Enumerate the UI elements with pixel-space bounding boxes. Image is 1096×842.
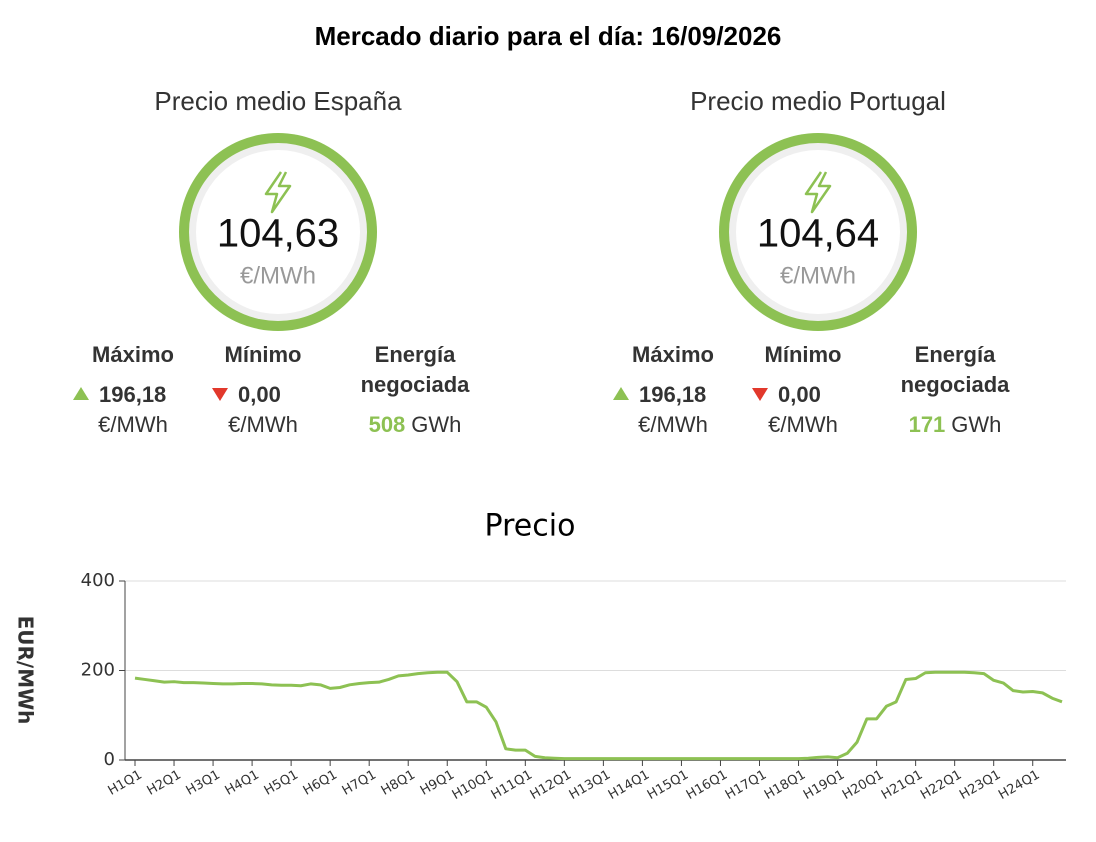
down-arrow [212, 388, 228, 401]
min-value: 0,00 [778, 382, 821, 407]
x-tick-label: H2Q1 [145, 768, 184, 799]
x-tick-label: H12Q1 [528, 768, 574, 803]
gauge-face [736, 150, 900, 314]
panel-title: Precio medio España [154, 86, 402, 116]
x-tick-label: H18Q1 [762, 768, 808, 803]
x-tick-label: H17Q1 [723, 768, 769, 803]
max-value: 196,18 [639, 382, 706, 407]
energy-unit: GWh [411, 412, 461, 437]
x-tick-label: H7Q1 [340, 768, 379, 799]
x-tick-label: H8Q1 [379, 768, 418, 799]
down-arrow [752, 388, 768, 401]
x-tick-label: H4Q1 [223, 768, 262, 799]
energy: 508 GWh [369, 412, 462, 437]
page-title: Mercado diario para el día: 16/09/2026 [315, 21, 782, 51]
x-tick-label: H3Q1 [184, 768, 223, 799]
energy-value: 508 [369, 412, 406, 437]
x-tick-label: H16Q1 [684, 768, 730, 803]
x-tick-label: H23Q1 [957, 768, 1003, 803]
y-tick-label: 400 [81, 570, 115, 591]
min-label: Mínimo [765, 342, 842, 367]
energy-unit: GWh [951, 412, 1001, 437]
max-unit: €/MWh [98, 412, 168, 437]
max-label: Máximo [92, 342, 174, 367]
x-tick-label: H15Q1 [645, 768, 691, 803]
energy-label: negociada [901, 372, 1011, 397]
x-tick-label: H21Q1 [879, 768, 925, 803]
up-arrow [613, 387, 629, 400]
x-tick-label: H22Q1 [918, 768, 964, 803]
energy-label: Energía [915, 342, 996, 367]
panel-title: Precio medio Portugal [690, 86, 946, 116]
price-line [134, 670, 1063, 761]
x-tick-label: H24Q1 [996, 768, 1042, 803]
min-unit: €/MWh [768, 412, 838, 437]
energy: 171 GWh [909, 412, 1002, 437]
y-tick-label: 200 [81, 660, 115, 681]
bolt-icon [264, 171, 292, 214]
chart-title: Precio [485, 509, 576, 544]
x-tick-label: H1Q1 [106, 768, 145, 799]
min-value: 0,00 [238, 382, 281, 407]
max-value: 196,18 [99, 382, 166, 407]
y-axis-label: EUR/MWh [14, 616, 38, 725]
min-unit: €/MWh [228, 412, 298, 437]
min-label: Mínimo [225, 342, 302, 367]
max-label: Máximo [632, 342, 714, 367]
x-tick-label: H14Q1 [606, 768, 652, 803]
x-tick-label: H20Q1 [840, 768, 886, 803]
x-tick-label: H5Q1 [262, 768, 301, 799]
price: 104,63 [217, 212, 339, 256]
x-tick-label: H10Q1 [450, 768, 496, 803]
price-unit: €/MWh [780, 262, 856, 289]
bolt-icon [804, 171, 832, 214]
x-tick-label: H11Q1 [489, 768, 535, 803]
energy-value: 171 [909, 412, 946, 437]
x-tick-label: H13Q1 [567, 768, 613, 803]
gauge-face [196, 150, 360, 314]
energy-label: Energía [375, 342, 456, 367]
chart: Precio EUR/MWh 0 200 400 H1Q1 H2Q1 H3Q1 H4Q1 H5… [14, 509, 1066, 803]
y-tick-label: 0 [104, 749, 115, 770]
x-tick-label: H6Q1 [301, 768, 340, 799]
price-unit: €/MWh [240, 262, 316, 289]
energy-label: negociada [361, 372, 471, 397]
x-tick-label: H19Q1 [801, 768, 847, 803]
max-unit: €/MWh [638, 412, 708, 437]
price: 104,64 [757, 212, 879, 256]
up-arrow [73, 387, 89, 400]
